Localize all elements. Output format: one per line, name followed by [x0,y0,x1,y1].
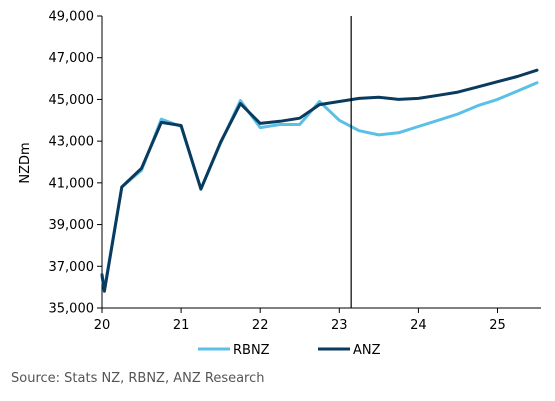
chart-series [100,16,539,308]
y-tick-label: 39,000 [49,218,95,233]
y-axis-label: NZDm [18,142,33,183]
x-tick-label: 22 [252,318,269,333]
legend-label-anz: ANZ [353,343,381,358]
x-tick-label: 21 [173,318,190,333]
y-tick-label: 35,000 [49,302,95,317]
y-tick-label: 49,000 [49,10,95,25]
x-tick-label: 20 [94,318,111,333]
x-tick-label: 23 [331,318,348,333]
series-line-rbnz [100,81,539,291]
x-tick-label: 24 [410,318,427,333]
legend-label-rbnz: RBNZ [233,343,270,358]
y-tick-label: 37,000 [49,260,95,275]
legend: RBNZ ANZ [198,343,381,358]
chart-axes [97,15,541,313]
series-line-anz [100,68,539,293]
y-tick-label: 45,000 [49,93,95,108]
y-tick-label: 41,000 [49,176,95,191]
source-note: Source: Stats NZ, RBNZ, ANZ Research [11,371,265,386]
chart-tick-labels: 35,000 37,000 39,000 41,000 43,000 45,000 47,0… [49,10,506,334]
y-tick-label: 43,000 [49,135,95,150]
y-tick-label: 47,000 [49,51,95,66]
x-tick-label: 25 [489,318,506,333]
